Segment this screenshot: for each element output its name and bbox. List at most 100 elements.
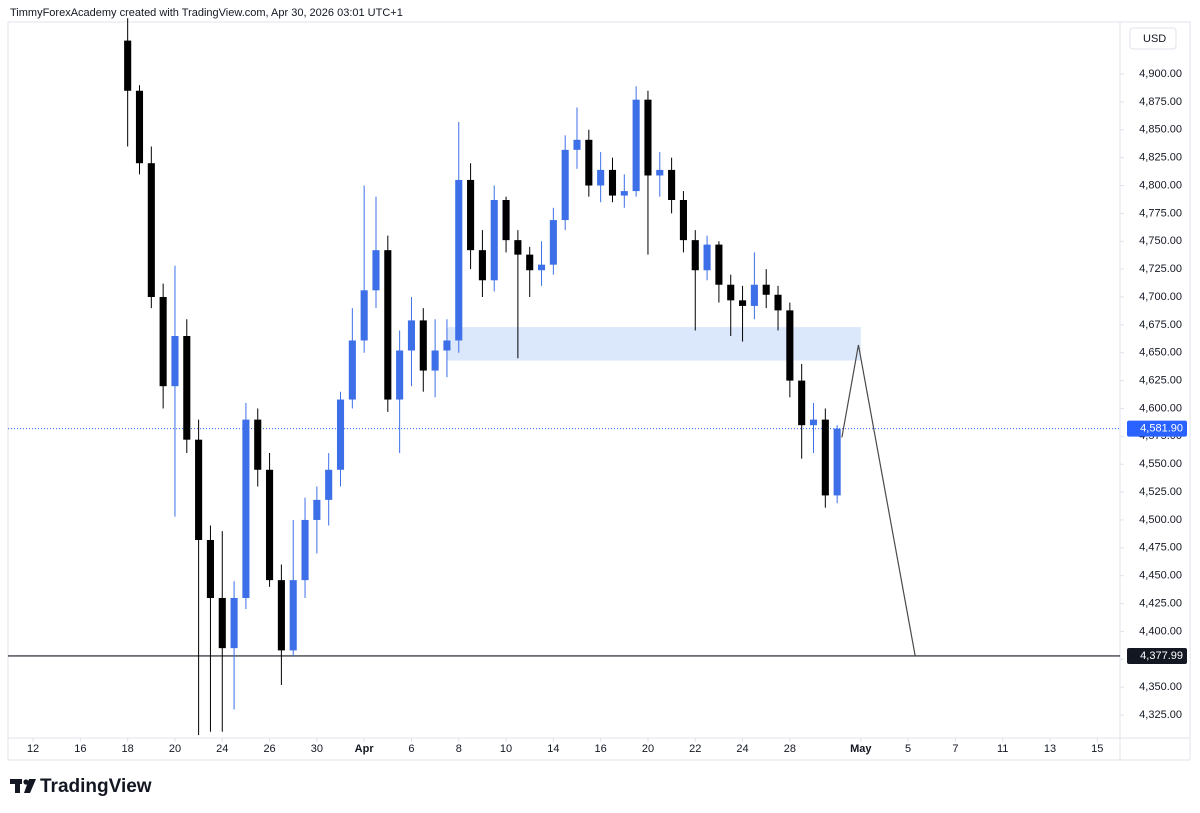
x-tick-label: 11 [997,743,1008,755]
candle-body [668,169,676,201]
x-tick-label: 8 [456,743,462,755]
candle-body [549,220,557,265]
price-label: 4,581.90 [1140,423,1183,435]
x-tick-label: Apr [355,743,375,755]
candle-body [301,519,309,581]
candle-body [147,163,155,297]
y-tick-label: 4,450.00 [1139,570,1182,582]
candle-body [325,469,333,500]
x-tick-label: 26 [263,743,275,755]
x-tick-label: 12 [27,743,39,755]
header: TimmyForexAcademy created with TradingVi… [10,7,403,19]
candle-body [833,428,841,496]
y-tick-label: 4,625.00 [1139,375,1182,387]
candle-body [727,284,735,301]
price-label-box [1127,647,1187,664]
candle-body [537,264,546,271]
y-tick-label: 4,800.00 [1139,179,1182,191]
y-tick-label: 4,825.00 [1139,152,1182,164]
candle-body [254,419,262,470]
y-tick-label: 4,650.00 [1139,347,1182,359]
x-tick-label: 22 [689,743,701,755]
candle-body [431,350,439,371]
candle-body [419,320,427,371]
x-tick-label: 6 [408,743,414,755]
x-tick-label: 24 [736,743,748,755]
x-tick-label: 16 [595,743,607,755]
y-tick-label: 4,400.00 [1139,625,1182,637]
y-tick-label: 4,700.00 [1139,291,1182,303]
candle-body [585,139,593,186]
candle-body [573,139,581,150]
y-tick-label: 4,325.00 [1139,709,1182,721]
candle-body [739,300,747,306]
candle-body [396,350,404,400]
y-tick-label: 4,850.00 [1139,124,1182,136]
projection-line [841,344,916,657]
candle-body [786,310,794,381]
candle-body [656,169,664,176]
candle-body [218,597,226,649]
candle-body [715,244,723,285]
y-tick-label: 4,875.00 [1139,96,1182,108]
candle-body [798,380,806,426]
candle-body [467,179,475,251]
candle-body [407,320,416,351]
y-tick-label: 4,900.00 [1139,68,1182,80]
candle-body [348,340,356,400]
y-tick-label: 4,475.00 [1139,542,1182,554]
currency-box [1129,27,1177,50]
candle-body [159,296,167,387]
candle-body [526,254,534,271]
x-tick-label: 16 [74,743,86,755]
candle-body [608,169,617,196]
candle-body [561,149,569,221]
x-tick-label: 7 [952,743,958,755]
candle-body [703,244,711,271]
candle-body [195,439,203,541]
x-tick-label: 20 [642,743,654,755]
price-label-box [1127,420,1187,437]
candle-body [171,336,179,387]
candle-body [774,294,782,311]
x-tick-label: 10 [500,743,512,755]
candle-body [478,250,486,281]
y-tick-label: 4,600.00 [1139,402,1182,414]
candle-body [632,99,640,192]
zone [446,327,861,361]
candle-body [183,336,191,440]
candle-body [679,200,687,241]
candle-body [809,419,818,426]
candle-body [620,191,628,196]
candle-body [135,90,144,164]
y-tick-label: 4,725.00 [1139,263,1182,275]
x-tick-label: 13 [1044,743,1056,755]
candle-body [336,399,345,470]
candle-body [490,200,498,281]
candle-body [277,580,285,651]
price-label: 4,377.99 [1140,650,1183,662]
y-tick-label: 4,750.00 [1139,235,1182,247]
candle-body [372,250,380,291]
y-tick-label: 4,550.00 [1139,458,1182,470]
x-tick-label: 15 [1091,743,1103,755]
candle-body [289,580,297,651]
candle-body [644,99,652,176]
y-tick-label: 4,675.00 [1139,319,1182,331]
candle-body [514,240,522,255]
candle-body [750,284,758,306]
candle-body [360,290,368,341]
candle-body [443,340,451,351]
logo-icon [10,779,36,793]
candle-body [691,240,699,271]
candle-body [597,169,605,186]
x-tick-label: 5 [905,743,911,755]
candle-body [266,469,274,581]
candle-body [124,40,132,91]
x-tick-label: 30 [311,743,323,755]
y-tick-label: 4,525.00 [1139,486,1182,498]
candle-body [242,419,250,598]
candle-body [455,179,463,341]
